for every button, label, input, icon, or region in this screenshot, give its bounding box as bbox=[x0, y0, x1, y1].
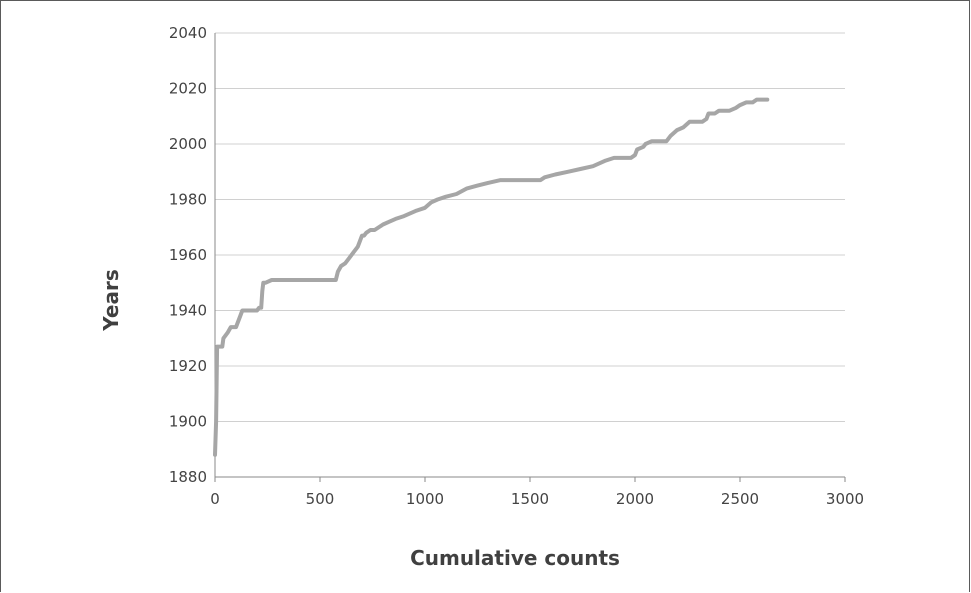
series-line bbox=[213, 97, 770, 457]
y-tick-label: 1920 bbox=[169, 357, 207, 375]
y-tick-label: 1880 bbox=[169, 468, 207, 486]
y-tick-label: 2040 bbox=[169, 24, 207, 42]
x-tick-label: 2000 bbox=[616, 490, 654, 508]
y-tick-label: 2020 bbox=[169, 80, 207, 98]
x-tick-label: 1500 bbox=[511, 490, 549, 508]
x-tick-label: 1000 bbox=[406, 490, 444, 508]
x-tick-label: 3000 bbox=[826, 490, 864, 508]
x-tick-label: 500 bbox=[306, 490, 335, 508]
gridlines bbox=[214, 32, 846, 482]
y-tick-label: 1940 bbox=[169, 302, 207, 320]
series-group bbox=[213, 97, 770, 457]
x-tick-label: 2500 bbox=[721, 490, 759, 508]
x-tick-labels: 0 500 1000 1500 2000 2500 3000 bbox=[210, 490, 864, 508]
x-axis-title: Cumulative counts bbox=[410, 546, 620, 570]
y-tick-label: 2000 bbox=[169, 135, 207, 153]
y-tick-label: 1960 bbox=[169, 246, 207, 264]
y-tick-labels: 1880 1900 1920 1940 1960 1980 2000 2020 2040 bbox=[169, 24, 207, 486]
y-tick-label: 1900 bbox=[169, 413, 207, 431]
y-axis-title: Years bbox=[99, 269, 123, 331]
x-tick-label: 0 bbox=[210, 490, 220, 508]
y-tick-label: 1980 bbox=[169, 191, 207, 209]
